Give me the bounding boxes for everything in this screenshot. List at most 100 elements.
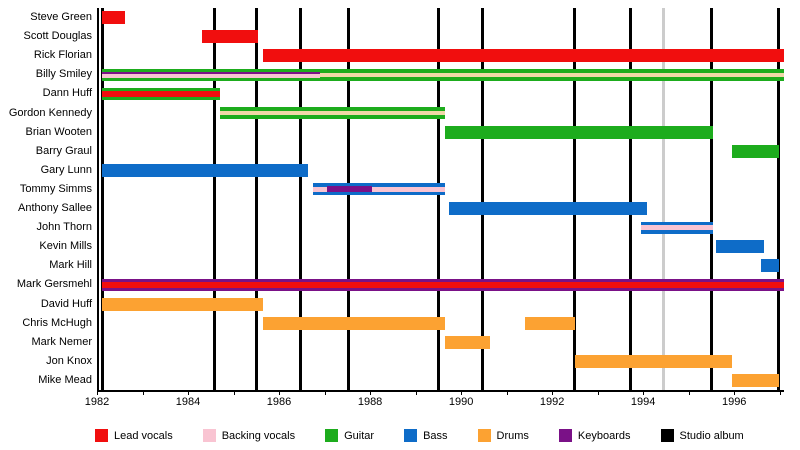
- role-stripe-guitar: [102, 68, 321, 72]
- studio-album-line: [347, 8, 351, 390]
- other-release-line: [661, 8, 665, 390]
- axis-tick: [688, 390, 690, 395]
- member-name: John Thorn: [36, 221, 92, 234]
- role-stripe-lead: [201, 30, 259, 44]
- role-stripe-bass: [312, 191, 445, 196]
- tenure-bar: [320, 68, 784, 81]
- legend-swatch-keyboards: [558, 429, 572, 442]
- role-stripe-bass: [449, 202, 648, 216]
- role-stripe-highlight: [320, 72, 784, 78]
- role-stripe-bass: [640, 221, 714, 226]
- tenure-bar: [102, 278, 784, 291]
- studio-album-line: [629, 8, 633, 390]
- legend-label: Drums: [496, 429, 529, 442]
- legend-label: Keyboards: [577, 429, 631, 442]
- legend-swatch-backing: [202, 429, 216, 442]
- legend-item: Bass: [404, 429, 448, 442]
- role-stripe-guitar: [102, 96, 220, 100]
- tenure-bar: [201, 30, 259, 44]
- tenure-bar: [444, 125, 714, 139]
- role-stripe-guitar: [219, 115, 445, 120]
- role-stripe-bass: [640, 229, 714, 234]
- role-stripe-lead: [102, 91, 220, 97]
- axis-tick: [643, 390, 645, 395]
- role-stripe-drums: [444, 335, 491, 349]
- legend-swatch-lead: [95, 429, 108, 442]
- member-name: Billy Smiley: [35, 68, 92, 81]
- legend-item: Drums: [477, 429, 529, 442]
- role-stripe-drums: [102, 297, 263, 311]
- legend-item: Lead vocals: [95, 429, 173, 442]
- role-stripe-lead: [262, 49, 784, 63]
- legend-swatch-guitar: [325, 429, 339, 442]
- member-name: Steve Green: [30, 11, 92, 23]
- member-name: Gary Lunn: [40, 163, 92, 176]
- legend-label: Bass: [423, 429, 448, 442]
- axis-tick-label: 1982: [84, 396, 110, 408]
- member-name: Mike Mead: [38, 373, 92, 386]
- studio-album-line: [255, 8, 259, 390]
- studio-album-line: [777, 8, 781, 390]
- role-stripe-guitar: [320, 68, 784, 73]
- axis-tick: [188, 390, 190, 395]
- member-name: Mark Hill: [49, 259, 92, 272]
- role-stripe-drums: [574, 354, 732, 368]
- role-stripe-bass: [312, 183, 445, 188]
- role-stripe-lead: [102, 11, 125, 25]
- role-overlay-keyboards: [326, 186, 373, 193]
- axis-tick: [506, 390, 508, 395]
- axis-tick: [233, 390, 235, 395]
- axis-tick: [142, 390, 144, 395]
- role-stripe-drums: [731, 373, 779, 387]
- tenure-bar: [262, 49, 784, 63]
- tenure-bar: [444, 335, 491, 349]
- axis-tick: [370, 390, 372, 395]
- legend-label: Guitar: [344, 429, 375, 442]
- tenure-bar: [262, 316, 445, 330]
- tenure-bar: [761, 259, 779, 273]
- role-stripe-keyboards: [102, 278, 784, 282]
- tenure-bar: [102, 11, 125, 25]
- axis-tick: [415, 390, 417, 395]
- member-name: Gordon Kennedy: [8, 106, 92, 119]
- tenure-bar: [449, 202, 648, 216]
- role-stripe-backing: [640, 225, 714, 230]
- axis-tick: [97, 390, 98, 395]
- studio-album-line: [709, 8, 713, 390]
- member-name: Tommy Simms: [19, 182, 92, 195]
- member-name: Anthony Sallee: [18, 202, 92, 214]
- studio-album-line: [573, 8, 577, 390]
- plot-area: [97, 8, 784, 392]
- role-stripe-bass: [102, 163, 309, 177]
- role-stripe-guitar: [102, 87, 220, 92]
- axis-tick-label: 1986: [266, 396, 292, 408]
- legend: Lead vocals Backing vocals Guitar Bass Drums…: [95, 429, 744, 442]
- legend-item: Guitar: [325, 429, 374, 442]
- axis-tick: [779, 390, 781, 395]
- tenure-bar: [102, 68, 321, 81]
- role-stripe-guitar: [731, 144, 779, 158]
- role-stripe-guitar: [219, 107, 445, 111]
- legend-item: Keyboards: [558, 429, 631, 442]
- legend-swatch-bass: [404, 429, 418, 442]
- axis-tick: [324, 390, 326, 395]
- studio-album-line: [100, 8, 104, 390]
- tenure-bar: [312, 183, 445, 196]
- tenure-bar: [731, 144, 779, 158]
- member-name: Dann Huff: [42, 87, 92, 100]
- legend-label: Lead vocals: [114, 429, 173, 442]
- role-stripe-keyboards: [102, 71, 321, 74]
- tenure-bar: [524, 316, 575, 330]
- tenure-bar: [102, 297, 263, 311]
- studio-album-line: [437, 8, 441, 390]
- member-name: Rick Florian: [33, 49, 92, 62]
- axis-tick-label: 1992: [539, 396, 565, 408]
- axis-tick-label: 1994: [630, 396, 656, 408]
- role-stripe-backing: [312, 187, 445, 192]
- axis-tick: [552, 390, 554, 395]
- axis-tick: [461, 390, 463, 395]
- role-stripe-lead: [102, 281, 784, 288]
- tenure-bar: [731, 373, 779, 387]
- studio-album-line: [480, 8, 484, 390]
